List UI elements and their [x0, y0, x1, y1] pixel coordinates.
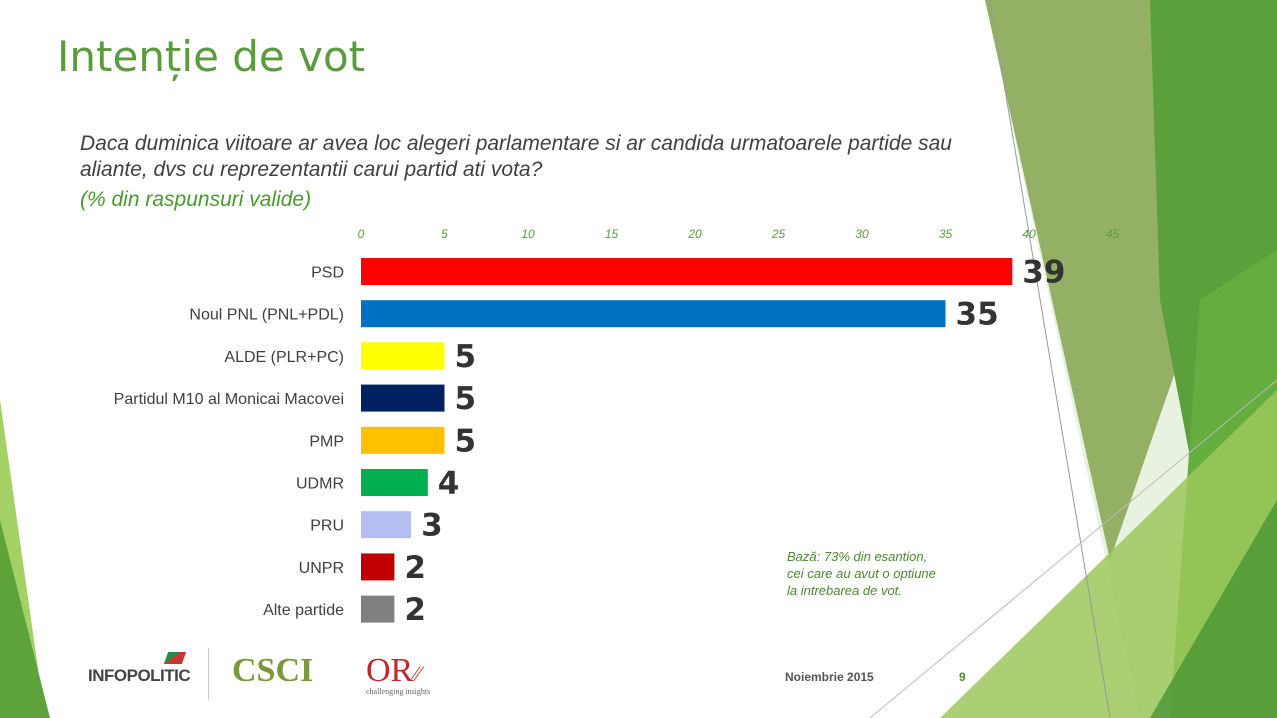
category-label: UDMR	[296, 476, 344, 493]
data-label: 2	[404, 592, 426, 628]
x-tick-label: 30	[855, 227, 869, 241]
chart-subtitle: (% din raspunsuri valide)	[80, 188, 312, 211]
page-number: 9	[959, 670, 966, 684]
infopolitic-logo: INFOPOLITIC	[88, 666, 191, 685]
survey-question: Daca duminica viitoare ar avea loc alege…	[80, 132, 952, 181]
x-tick-label: 20	[687, 227, 702, 241]
x-tick-label: 50	[1189, 227, 1203, 241]
x-tick-label: 10	[521, 227, 535, 241]
bar	[361, 300, 946, 328]
data-label: 5	[455, 381, 477, 417]
data-label: 35	[956, 297, 999, 333]
x-tick-label: 45	[1106, 227, 1120, 241]
bar	[361, 511, 412, 539]
x-tick-label: 35	[939, 227, 953, 241]
category-label: Alte partide	[263, 602, 344, 619]
category-label: Partidul M10 al Monicai Macovei	[114, 391, 344, 408]
logo-divider	[208, 648, 209, 700]
category-label: PMP	[309, 433, 344, 450]
x-tick-label: 0	[358, 227, 365, 241]
x-tick-label: 5	[441, 227, 448, 241]
category-label: PRU	[310, 518, 344, 535]
category-label: PSD	[311, 265, 344, 282]
bar	[361, 469, 428, 496]
or-logo: OR⁄⁄	[366, 652, 421, 689]
category-label: ALDE (PLR+PC)	[224, 349, 344, 366]
bar	[361, 595, 395, 623]
note-line: la intrebarea de vot.	[787, 583, 902, 598]
data-label: 2	[404, 550, 426, 586]
note-line: cei care au avut o optiune	[787, 566, 936, 581]
x-tick-label: 15	[605, 227, 619, 241]
category-label: UNPR	[299, 560, 344, 577]
base-note: Bază: 73% din esantion, cei care au avut…	[787, 548, 936, 599]
x-tick-label: 40	[1022, 227, 1036, 241]
category-label: Noul PNL (PNL+PDL)	[189, 307, 344, 324]
data-label: 4	[438, 466, 460, 502]
x-tick-label: 25	[771, 227, 786, 241]
bar	[361, 426, 445, 454]
bar	[361, 342, 445, 370]
data-label: 5	[455, 339, 477, 375]
footer-date: Noiembrie 2015	[785, 670, 874, 684]
or-tagline: challenging insights	[366, 687, 431, 696]
page-title: Intenție de vot	[57, 32, 366, 81]
data-label: 39	[1022, 255, 1065, 291]
bar	[361, 384, 445, 412]
data-label: 5	[455, 423, 477, 459]
bar	[361, 258, 1013, 285]
csci-logo: CSCI	[232, 652, 314, 689]
bar	[361, 553, 395, 581]
note-line: Bază: 73% din esantion,	[787, 549, 928, 564]
data-label: 3	[421, 508, 443, 544]
